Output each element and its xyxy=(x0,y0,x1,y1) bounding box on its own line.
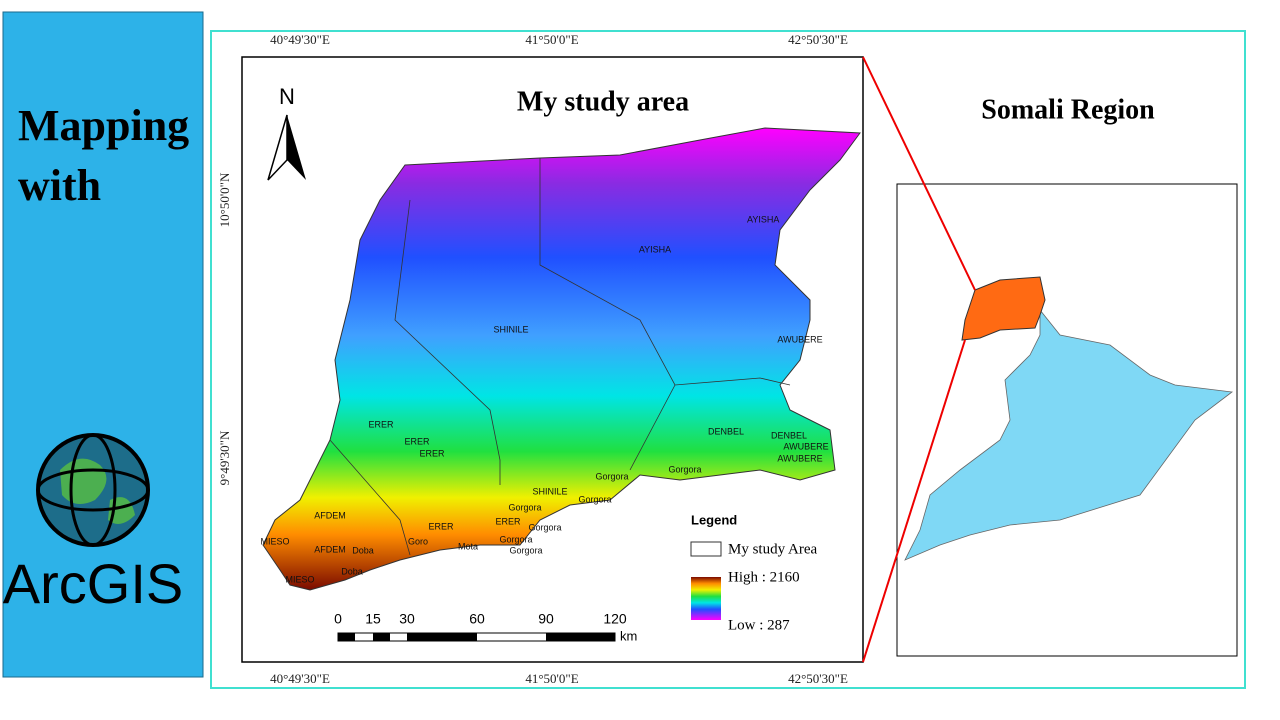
place-label: SHINILE xyxy=(532,486,567,496)
place-label: Gorgora xyxy=(508,502,541,512)
place-label: Mota xyxy=(458,541,478,551)
place-label: MIESO xyxy=(260,536,289,546)
place-label: Doba xyxy=(352,545,374,555)
north-arrow: N xyxy=(267,84,306,181)
legend-title: Legend xyxy=(691,512,737,527)
place-label: ERER xyxy=(368,419,394,429)
legend-swatch xyxy=(690,541,722,557)
inset-title: Somali Region xyxy=(981,94,1155,125)
zoom-line xyxy=(862,56,976,291)
somali-region xyxy=(904,308,1234,561)
scale-label: 0 xyxy=(334,611,342,627)
place-label: ERER xyxy=(404,436,430,446)
sidebar-title: Mapping xyxy=(18,101,189,150)
place-label: AFDEM xyxy=(314,544,346,554)
x-coord-label: 42°50'30"E xyxy=(788,671,848,686)
place-label: Gorgora xyxy=(595,471,628,481)
legend-ramp xyxy=(691,577,721,620)
district-boundaries xyxy=(329,158,791,556)
place-label: Gorgora xyxy=(528,522,561,532)
legend-label: High : 2160 xyxy=(728,569,800,585)
x-coord-label: 40°49'30"E xyxy=(270,671,330,686)
place-label: ERER xyxy=(495,516,521,526)
x-coord-label: 42°50'30"E xyxy=(788,32,848,47)
scale-label: 30 xyxy=(399,611,415,627)
place-label: Gorgora xyxy=(509,545,542,555)
place-label: AWUBERE xyxy=(777,334,822,344)
place-label: AYISHA xyxy=(747,214,779,224)
layout-frame xyxy=(210,30,1246,689)
place-label: DENBEL xyxy=(771,430,807,440)
legend-label: Low : 287 xyxy=(728,617,790,633)
place-label: Doba xyxy=(341,566,363,576)
sidebar xyxy=(2,11,204,678)
y-coord-label: 9°49'30"N xyxy=(217,430,232,485)
scale-unit: km xyxy=(620,628,637,643)
place-label: ERER xyxy=(419,448,445,458)
x-coord-label: 40°49'30"E xyxy=(270,32,330,47)
place-label: Gorgora xyxy=(499,534,532,544)
scale-label: 120 xyxy=(603,611,627,627)
sidebar-title: with xyxy=(18,161,101,210)
x-coord-label: 41°50'0"E xyxy=(525,671,578,686)
place-label: Goro xyxy=(408,536,428,546)
scale-label: 15 xyxy=(365,611,381,627)
legend-label: My study Area xyxy=(728,541,818,557)
scale-label: 90 xyxy=(538,611,554,627)
zoom-line xyxy=(862,339,966,663)
x-coord-label: 41°50'0"E xyxy=(525,32,578,47)
place-label: Gorgora xyxy=(668,464,701,474)
place-label: AWUBERE xyxy=(777,453,822,463)
place-label: Gorgora xyxy=(578,494,611,504)
y-coord-label: 10°50'0"N xyxy=(217,172,232,227)
study-area-inset xyxy=(961,276,1046,341)
globe-icon xyxy=(36,433,150,547)
scale-bar: 0 15 30 60 90 120 km xyxy=(334,611,637,644)
place-label: ERER xyxy=(428,521,454,531)
north-label: N xyxy=(279,84,295,109)
place-label: AFDEM xyxy=(314,510,346,520)
place-label: AYISHA xyxy=(639,244,671,254)
place-label: MIESO xyxy=(285,574,314,584)
scale-label: 60 xyxy=(469,611,485,627)
place-label: DENBEL xyxy=(708,426,744,436)
study-area xyxy=(262,127,861,591)
map-title: My study area xyxy=(517,86,689,117)
place-labels: AYISHA AYISHA SHINILE AWUBERE DENBEL DEN… xyxy=(260,214,828,584)
logo-text: ArcGIS xyxy=(3,552,183,615)
place-label: SHINILE xyxy=(493,324,528,334)
place-label: AWUBERE xyxy=(783,441,828,451)
